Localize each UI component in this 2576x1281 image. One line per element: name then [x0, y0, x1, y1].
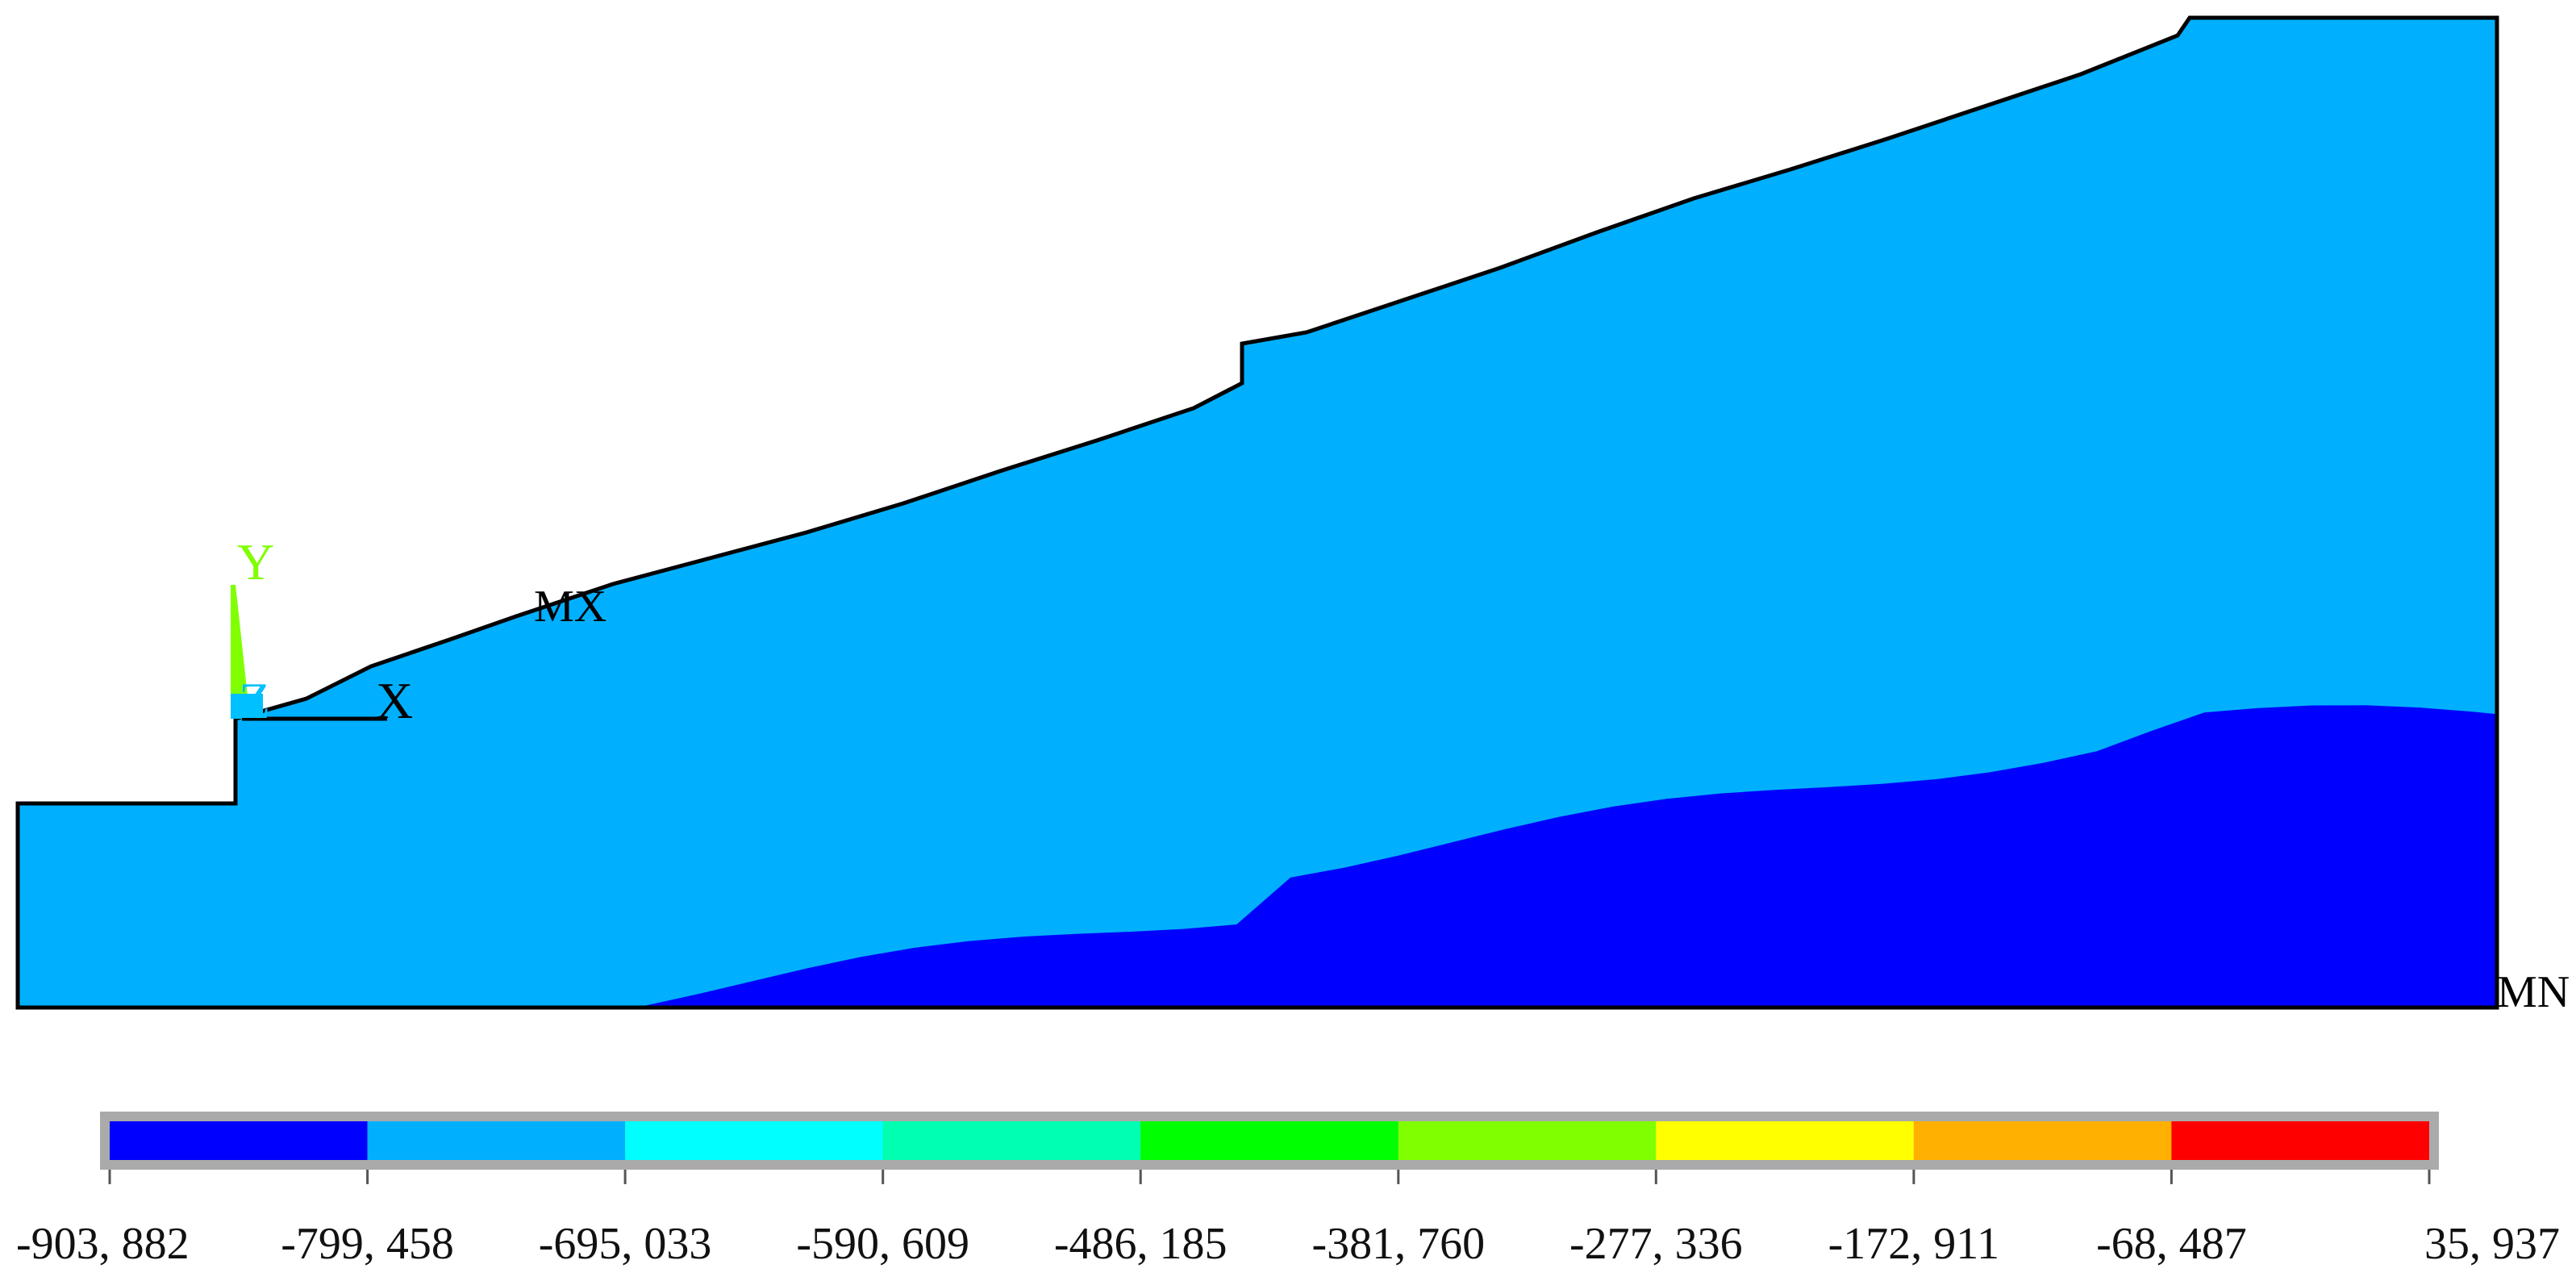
triad-y-label: Y: [237, 533, 274, 590]
legend-tick-label: 35, 937: [2424, 1219, 2560, 1269]
triad-z-marker: [231, 694, 263, 719]
axis-triad: Y Z X: [231, 533, 413, 729]
legend-swatch-0: [110, 1121, 368, 1160]
min-marker-label: MN: [2497, 967, 2570, 1017]
color-legend: -903, 882 -799, 458 -695, 033 -590, 609 -486…: [16, 1112, 2560, 1269]
slope-outline: [15, 15, 2499, 1010]
legend-swatch-1: [367, 1121, 626, 1160]
legend-tick-label: -277, 336: [1569, 1219, 1743, 1269]
legend-swatch-3: [882, 1121, 1141, 1160]
legend-tick-label: -695, 033: [539, 1219, 712, 1269]
legend-swatch-4: [1140, 1121, 1398, 1160]
legend-swatch-7: [1913, 1121, 2172, 1160]
legend-tick-label: -172, 911: [1828, 1219, 2000, 1269]
legend-tick-label: -68, 487: [2096, 1219, 2247, 1269]
triad-x-label: X: [376, 672, 413, 729]
legend-tick-label: -381, 760: [1311, 1219, 1485, 1269]
legend-tick-label: -799, 458: [281, 1219, 454, 1269]
triad-z-label: Z: [239, 672, 270, 729]
legend-swatch-2: [625, 1121, 883, 1160]
triad-y-arrow: [231, 585, 250, 719]
legend-swatch-8: [2171, 1121, 2429, 1160]
max-marker-label: MX: [534, 582, 606, 632]
legend-tick-label: -590, 609: [796, 1219, 969, 1269]
legend-swatch-5: [1398, 1121, 1657, 1160]
stress-contour-bands: [18, 18, 2497, 1008]
legend-swatch-6: [1656, 1121, 1914, 1160]
legend-tick-label: -486, 185: [1054, 1219, 1228, 1269]
legend-tick-label: -903, 882: [16, 1219, 190, 1269]
